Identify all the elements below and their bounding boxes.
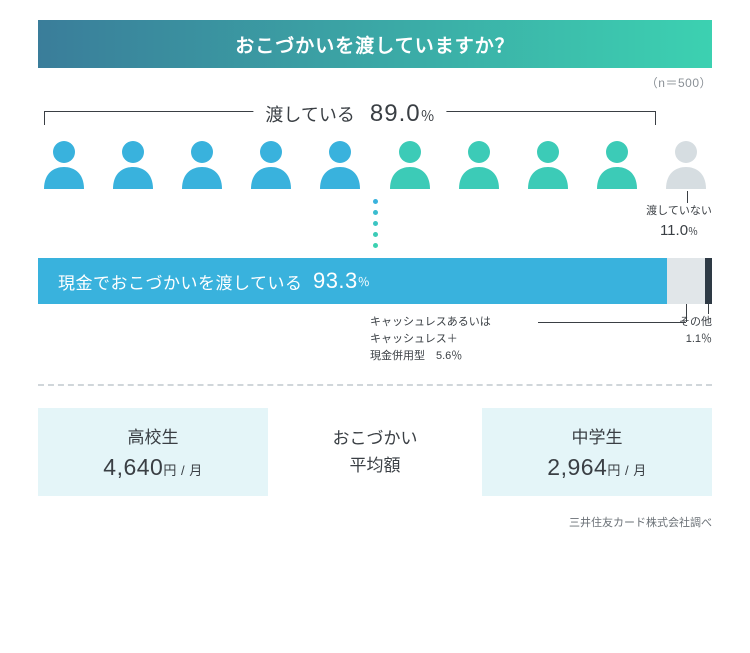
yes-value: 89.0 — [370, 100, 421, 127]
avg-center-label: おこづかい 平均額 — [286, 425, 464, 479]
cash-label: 現金でおこづかいを渡している — [58, 269, 303, 294]
avg-center-l2: 平均額 — [350, 456, 401, 475]
giving-allowance-pictograph: 渡している 89.0％ 渡していない 11.0％ — [38, 111, 712, 189]
dot — [373, 243, 378, 248]
callout-cashless: キャッシュレスあるいは キャッシュレス＋ 現金併用型 5.6％ — [370, 314, 550, 365]
dot — [373, 210, 378, 215]
yes-bracket: 渡している 89.0％ — [44, 111, 656, 125]
sample-size: （n＝500） — [38, 74, 712, 91]
segment-cash: 現金でおこづかいを渡している 93.3％ — [38, 258, 667, 304]
person-icon-yes — [107, 137, 159, 189]
person-icon-yes — [591, 137, 643, 189]
avg-center-l1: おこづかい — [333, 429, 418, 448]
divider — [38, 384, 712, 386]
dot — [373, 199, 378, 204]
avg-left-amount: 4,640円 / 月 — [103, 454, 202, 481]
yes-label: 渡している 89.0％ — [253, 100, 446, 128]
person-icon-yes — [453, 137, 505, 189]
lead-line — [708, 304, 709, 314]
cashless-line2: キャッシュレス＋ — [370, 331, 550, 348]
connector-dots — [38, 199, 712, 248]
people-row — [38, 137, 712, 189]
no-unit: ％ — [688, 227, 698, 238]
avg-right-suffix: 円 / 月 — [607, 463, 646, 478]
yes-text: 渡している — [265, 105, 354, 125]
title-bar: おこづかいを渡していますか？ — [38, 20, 712, 68]
no-text: 渡していない — [646, 205, 712, 217]
other-value: 1.1％ — [632, 331, 712, 348]
avg-right-group: 中学生 — [572, 423, 623, 448]
no-value: 11.0 — [660, 222, 688, 239]
other-label: その他 — [632, 314, 712, 331]
dot — [373, 232, 378, 237]
person-icon-yes — [176, 137, 228, 189]
payment-method-bar: 現金でおこづかいを渡している 93.3％ キャッシュレスあるいは キャッシュレス… — [38, 258, 712, 374]
person-icon-yes — [38, 137, 90, 189]
average-row: 高校生 4,640円 / 月 おこづかい 平均額 中学生 2,964円 / 月 — [38, 408, 712, 496]
avg-left-suffix: 円 / 月 — [163, 463, 202, 478]
person-icon-yes — [314, 137, 366, 189]
cashless-line3: 現金併用型 5.6％ — [370, 348, 550, 365]
callout-other: その他 1.1％ — [632, 314, 712, 348]
cash-value: 93.3 — [313, 268, 358, 294]
person-icon-yes — [384, 137, 436, 189]
avg-box-middleschool: 中学生 2,964円 / 月 — [482, 408, 712, 496]
yes-unit: ％ — [421, 108, 435, 124]
source-credit: 三井住友カード株式会社調べ — [38, 514, 712, 530]
avg-box-highschool: 高校生 4,640円 / 月 — [38, 408, 268, 496]
stacked-bar: 現金でおこづかいを渡している 93.3％ — [38, 258, 712, 304]
cashless-line1: キャッシュレスあるいは — [370, 314, 550, 331]
avg-left-num: 4,640 — [103, 454, 163, 480]
cash-unit: ％ — [358, 273, 371, 290]
person-icon-yes — [245, 137, 297, 189]
avg-left-group: 高校生 — [128, 423, 179, 448]
no-tick — [687, 191, 688, 203]
person-icon-no — [660, 137, 712, 189]
avg-right-amount: 2,964円 / 月 — [547, 454, 646, 481]
no-label: 渡していない 11.0％ — [634, 203, 724, 242]
person-icon-yes — [522, 137, 574, 189]
segment-other — [705, 258, 712, 304]
avg-right-num: 2,964 — [547, 454, 607, 480]
dot — [373, 221, 378, 226]
segment-cashless — [667, 258, 705, 304]
